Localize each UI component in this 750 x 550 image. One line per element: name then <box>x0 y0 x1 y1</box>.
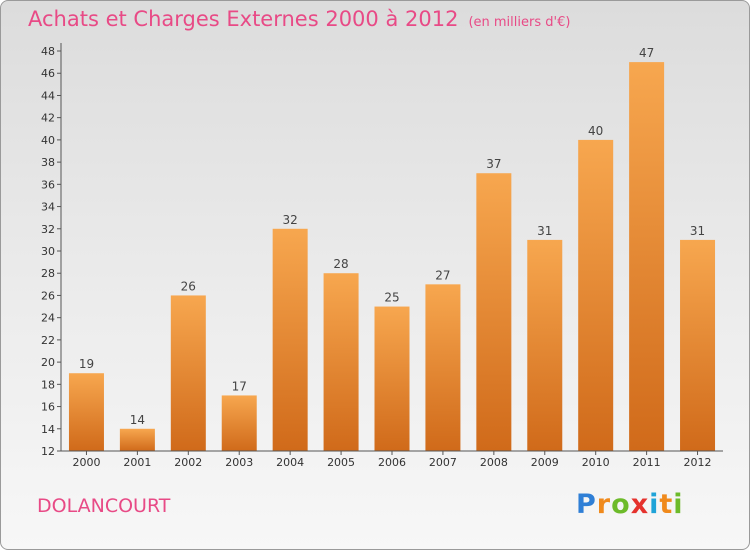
x-tick-label: 2001 <box>123 456 151 469</box>
bar-value-label: 31 <box>690 224 705 238</box>
x-tick-label: 2011 <box>633 456 661 469</box>
bar-value-label: 25 <box>384 291 399 305</box>
bar-value-label: 26 <box>181 279 196 293</box>
bar <box>476 173 512 451</box>
y-tick-label: 22 <box>41 334 55 347</box>
bar <box>272 228 308 451</box>
bar <box>323 273 359 451</box>
bar-value-label: 47 <box>639 46 654 60</box>
chart-title-unit: (en milliers d'€) <box>468 15 571 30</box>
bar <box>170 295 206 451</box>
logo-letter: P <box>576 489 597 520</box>
y-tick-label: 44 <box>41 89 55 102</box>
x-tick-label: 2012 <box>684 456 712 469</box>
y-tick-label: 12 <box>41 445 55 458</box>
y-tick-label: 14 <box>41 423 55 436</box>
y-tick-label: 38 <box>41 156 55 169</box>
bar <box>374 306 410 451</box>
y-tick-label: 36 <box>41 178 55 191</box>
y-tick-label: 46 <box>41 67 55 80</box>
bar-value-label: 32 <box>283 213 298 227</box>
logo-letter: t <box>659 489 674 520</box>
bar <box>68 373 104 451</box>
logo-letter: o <box>611 489 631 520</box>
x-tick-label: 2009 <box>531 456 559 469</box>
bar-value-label: 27 <box>435 268 450 282</box>
bar-value-label: 37 <box>486 157 501 171</box>
proxiti-logo: Proxiti <box>576 489 684 520</box>
x-tick-label: 2010 <box>582 456 610 469</box>
bar <box>629 62 665 451</box>
bar <box>119 428 155 451</box>
x-tick-label: 2000 <box>72 456 100 469</box>
bar-value-label: 19 <box>79 357 94 371</box>
y-tick-label: 30 <box>41 245 55 258</box>
bar <box>680 239 716 451</box>
bar-value-label: 40 <box>588 124 603 138</box>
town-name: DOLANCOURT <box>37 495 171 517</box>
axes-group: 2000 2001 2002 2003 2004 2005 2006 2007 2008 2009… <box>41 43 723 469</box>
bar <box>527 239 563 451</box>
y-tick-label: 24 <box>41 312 55 325</box>
logo-letter: i <box>649 489 660 520</box>
logo-letter: x <box>630 489 650 520</box>
y-tick-label: 16 <box>41 401 55 414</box>
bar <box>221 395 257 451</box>
y-tick-label: 40 <box>41 134 55 147</box>
x-tick-label: 2008 <box>480 456 508 469</box>
chart-title: Achats et Charges Externes 2000 à 2012 (e… <box>28 7 570 31</box>
logo-letter: i <box>673 489 684 520</box>
x-tick-label: 2002 <box>174 456 202 469</box>
y-tick-label: 26 <box>41 289 55 302</box>
y-tick-label: 34 <box>41 201 55 214</box>
bar-value-label: 17 <box>232 379 247 393</box>
y-tick-label: 28 <box>41 267 55 280</box>
bar <box>578 139 614 451</box>
x-tick-label: 2005 <box>327 456 355 469</box>
y-tick-label: 48 <box>41 45 55 58</box>
logo-letter: r <box>596 489 612 520</box>
bars-group: 19 14 26 17 32 28 25 27 37 31 40 47 31 <box>68 46 716 451</box>
bar <box>425 284 461 451</box>
x-tick-label: 2007 <box>429 456 457 469</box>
bar-value-label: 31 <box>537 224 552 238</box>
x-tick-label: 2003 <box>225 456 253 469</box>
y-tick-label: 20 <box>41 356 55 369</box>
y-tick-label: 42 <box>41 112 55 125</box>
x-tick-label: 2006 <box>378 456 406 469</box>
chart-title-text: Achats et Charges Externes 2000 à 2012 <box>28 7 459 31</box>
bar-value-label: 28 <box>333 257 348 271</box>
y-tick-label: 32 <box>41 223 55 236</box>
bar-value-label: 14 <box>130 413 145 427</box>
x-tick-label: 2004 <box>276 456 304 469</box>
y-tick-label: 18 <box>41 378 55 391</box>
